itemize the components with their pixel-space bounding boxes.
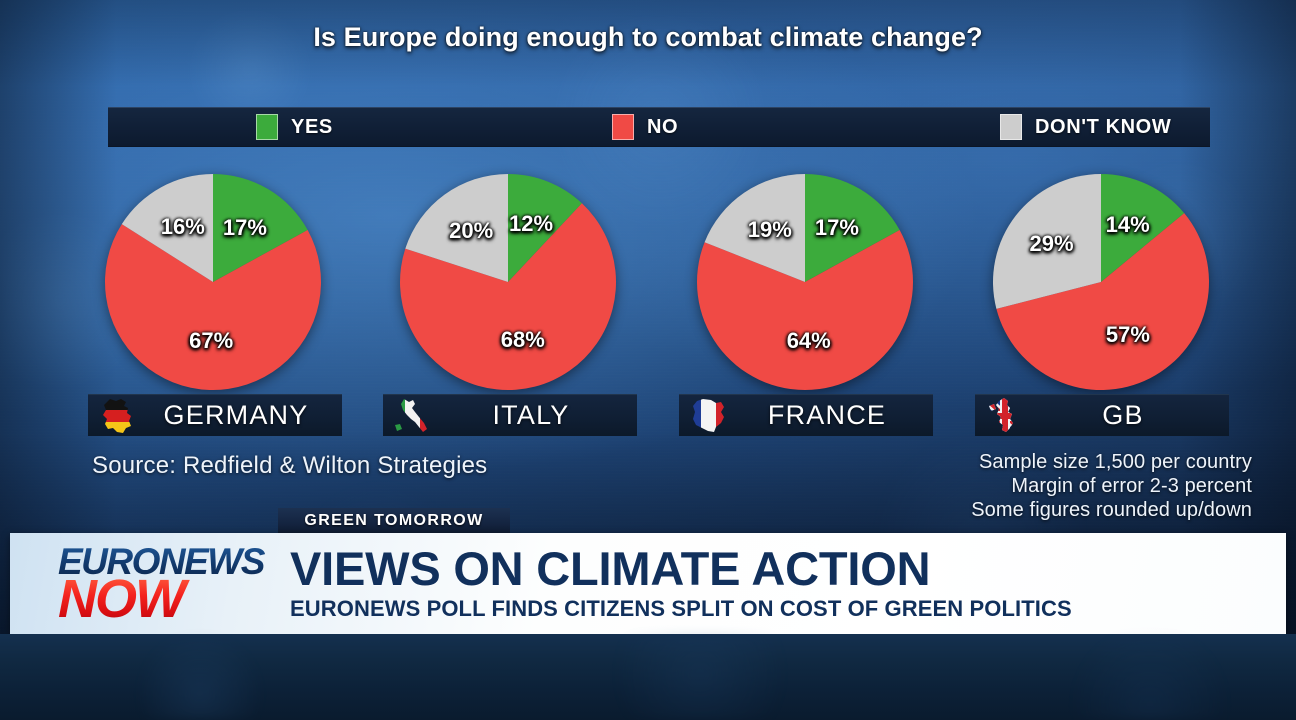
legend-item-no: NO <box>612 114 678 140</box>
note-rounding: Some figures rounded up/down <box>971 499 1252 521</box>
page-title: Is Europe doing enough to combat climate… <box>313 22 983 52</box>
pie-svg <box>992 174 1209 390</box>
note-sample-size: Sample size 1,500 per country <box>978 451 1252 473</box>
legend-item-dont-know: DON'T KNOW <box>1000 114 1171 140</box>
lower-third-banner: EURONEWS NOW VIEWS ON CLIMATE ACTION EUR… <box>10 533 1286 634</box>
country-name-france: FRANCE <box>767 400 887 430</box>
country-bar-france: FRANCE <box>679 394 933 436</box>
country-bar-italy: ITALY <box>383 394 637 436</box>
pie-slice-yes <box>508 174 582 282</box>
legend-swatch-grey-icon <box>1000 114 1022 140</box>
country-bar-gb: GB <box>975 394 1229 436</box>
pie-slice-yes <box>805 174 900 282</box>
bottom-strip <box>0 634 1296 720</box>
pie-slice-don-t-know <box>704 174 805 282</box>
pie-chart-italy: 12% 68% 20% <box>392 166 624 398</box>
country-name-italy: ITALY <box>492 400 570 430</box>
country-bar-germany: GERMANY <box>88 394 342 436</box>
brand-now-text: NOW <box>58 572 278 626</box>
legend-swatch-green-icon <box>256 114 278 140</box>
pie-chart-germany: 17% 67% 16% <box>97 166 329 398</box>
pie-slice-yes <box>213 174 308 282</box>
pie-slice-don-t-know <box>121 174 213 282</box>
gb-map-flag-icon <box>989 397 1013 432</box>
legend-item-yes: YES <box>256 114 333 140</box>
source-credit: Source: Redfield & Wilton Strategies <box>92 452 488 479</box>
banner-headline: VIEWS ON CLIMATE ACTION <box>290 542 931 595</box>
note-margin-of-error: Margin of error 2-3 percent <box>1011 475 1252 497</box>
legend-label-no: NO <box>647 115 679 138</box>
country-name-germany: GERMANY <box>163 400 309 430</box>
pie-slice-no <box>996 213 1209 390</box>
pie-svg <box>104 174 321 390</box>
show-tag: GREEN TOMORROW <box>278 508 510 534</box>
euronews-now-logo: EURONEWS NOW <box>10 533 278 634</box>
pie-chart-gb: 14% 57% 29% <box>985 166 1217 398</box>
pie-chart-france: 17% 64% 19% <box>689 166 921 398</box>
pie-slice-no <box>400 203 617 391</box>
legend-label-yes: YES <box>291 115 333 138</box>
banner-subheadline: EURONEWS POLL FINDS CITIZENS SPLIT ON CO… <box>290 596 1072 621</box>
pie-svg <box>696 174 913 390</box>
country-name-gb: GB <box>1102 400 1144 430</box>
methodology-notes: Sample size 1,500 per country Margin of … <box>971 450 1252 522</box>
pie-slice-no <box>104 224 321 390</box>
germany-map-flag-icon <box>103 398 131 433</box>
pie-chart-row: 17% 67% 16% 12% 68% 20% 17% 64% 19% 14% 57% 29% <box>0 166 1296 398</box>
country-label-row: GERMANY ITALY <box>0 394 1296 438</box>
pie-slice-don-t-know <box>405 174 508 282</box>
headline-block: VIEWS ON CLIMATE ACTION EURONEWS POLL FI… <box>278 533 1286 634</box>
pie-slice-don-t-know <box>992 174 1101 309</box>
pie-slice-no <box>696 229 913 390</box>
legend-swatch-red-icon <box>612 114 634 140</box>
italy-map-flag-icon <box>395 398 427 432</box>
france-map-flag-icon <box>693 398 724 432</box>
legend-bar: YES NO DON'T KNOW <box>108 107 1210 147</box>
pie-svg <box>400 174 617 391</box>
brand-euronews-text: EURONEWS <box>58 543 278 580</box>
legend-label-dont-know: DON'T KNOW <box>1035 115 1172 138</box>
pie-slice-yes <box>1101 174 1185 282</box>
